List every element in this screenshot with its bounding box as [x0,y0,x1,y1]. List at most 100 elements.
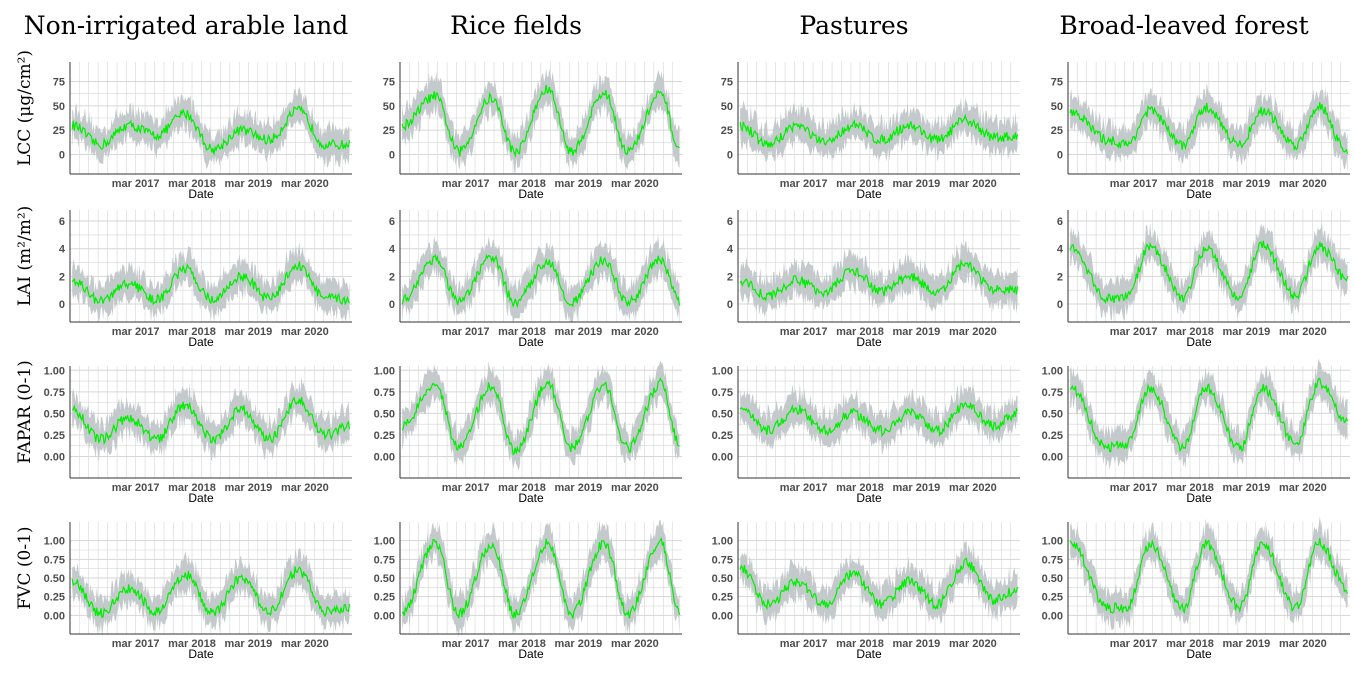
series-line [1069,377,1349,453]
x-axis-label: Date [1186,647,1212,661]
y-tick-label: 0 [727,150,733,162]
x-tick-label: mar 2019 [893,638,941,650]
y-tick-label: 0.25 [374,592,395,604]
uncertainty-band [740,97,1018,163]
y-tick-label: 0.25 [374,430,395,442]
x-tick-label: mar 2019 [893,326,941,338]
row-title: FAPAR (0-1) [15,360,35,464]
y-tick-label: 25 [1051,125,1063,137]
series-line [739,557,1019,611]
x-tick-label: mar 2020 [611,178,659,190]
x-axis-label: Date [856,647,882,661]
x-tick-label: mar 2018 [498,638,546,650]
uncertainty-band [1070,516,1348,631]
y-tick-label: 0.25 [712,592,733,604]
y-tick-label: 6 [59,216,65,228]
row-title: FVC (0-1) [15,526,35,609]
x-tick-label: mar 2020 [949,638,997,650]
x-axis-label: Date [518,491,544,505]
series-line [1069,102,1349,155]
x-axis-label: Date [1186,335,1212,349]
x-tick-label: mar 2019 [1223,178,1271,190]
x-tick-label: mar 2017 [112,178,160,190]
y-tick-label: 0.25 [1042,430,1063,442]
x-tick-label: mar 2019 [1223,482,1271,494]
x-tick-label: mar 2018 [168,326,216,338]
y-tick-label: 50 [721,101,733,113]
x-tick-label: mar 2018 [1166,638,1214,650]
series-line [71,105,351,155]
x-tick-label: mar 2017 [442,482,490,494]
x-tick-label: mar 2020 [1279,178,1327,190]
y-tick-label: 2 [727,271,733,283]
x-tick-label: mar 2017 [442,638,490,650]
x-tick-label: mar 2017 [1110,638,1158,650]
x-axis-label: Date [1186,491,1212,505]
x-tick-label: mar 2017 [1110,326,1158,338]
y-tick-label: 0 [727,299,733,311]
uncertainty-band [740,382,1018,456]
x-axis-label: Date [188,647,214,661]
series-line [71,566,351,619]
x-tick-label: mar 2018 [168,482,216,494]
chart-panel: 75 50 25 0 mar 2017 mar 2018 mar 2019 mar 2020 D… [1051,62,1350,201]
y-tick-label: 0.75 [374,554,395,566]
y-tick-label: 50 [383,101,395,113]
y-tick-label: 1.00 [1042,365,1063,377]
x-axis-label: Date [856,491,882,505]
x-tick-label: mar 2018 [498,482,546,494]
chart-panel: 75 50 25 0 mar 2017 mar 2018 mar 2019 mar 2020 D… [53,62,352,201]
chart-panel: 75 50 25 0 mar 2017 mar 2018 mar 2019 mar 2020 D… [721,62,1020,201]
x-axis-label: Date [856,187,882,201]
x-axis-label: Date [188,491,214,505]
y-tick-label: 4 [727,244,734,256]
y-tick-label: 25 [721,125,733,137]
chart-panel: 6 4 2 0 mar 2017 mar 2018 mar 2019 mar 2020 Date [389,210,682,349]
series-line [401,537,681,620]
column-title: Pastures [799,11,908,40]
chart-panel: 1.00 0.75 0.50 0.25 0.00 mar 2017 mar 2018 mar … [374,519,682,661]
uncertainty-band [72,376,350,462]
y-tick-label: 0.50 [712,408,733,420]
y-tick-label: 75 [721,76,733,88]
x-tick-label: mar 2019 [1223,326,1271,338]
y-tick-label: 50 [1051,101,1063,113]
x-tick-label: mar 2017 [780,638,828,650]
x-tick-label: mar 2019 [225,482,273,494]
y-tick-label: 6 [727,216,733,228]
chart-panel: 1.00 0.75 0.50 0.25 0.00 mar 2017 mar 2018 mar … [712,365,1020,505]
series-line [401,84,680,159]
chart-panel: 6 4 2 0 mar 2017 mar 2018 mar 2019 mar 2020 Date [1057,210,1350,349]
y-tick-label: 4 [389,244,396,256]
y-tick-label: 0.25 [44,430,65,442]
x-tick-label: mar 2017 [442,178,490,190]
y-tick-label: 0 [1057,150,1063,162]
x-tick-label: mar 2017 [1110,482,1158,494]
x-axis-label: Date [188,335,214,349]
uncertainty-band [1070,81,1348,173]
series-line [1069,537,1349,614]
x-tick-label: mar 2020 [611,638,659,650]
x-tick-label: mar 2018 [836,482,884,494]
x-tick-label: mar 2017 [442,326,490,338]
x-tick-label: mar 2019 [225,326,273,338]
y-tick-label: 75 [383,76,395,88]
x-tick-label: mar 2018 [1166,326,1214,338]
y-tick-label: 0.25 [44,592,65,604]
x-tick-label: mar 2017 [112,638,160,650]
y-tick-label: 0.50 [44,573,65,585]
x-tick-label: mar 2019 [1223,638,1271,650]
y-tick-label: 0.00 [1042,451,1063,463]
chart-panel: 6 4 2 0 mar 2017 mar 2018 mar 2019 mar 2020 Date [727,210,1020,349]
y-tick-label: 0.00 [1042,610,1063,622]
y-tick-label: 0.75 [1042,387,1063,399]
x-tick-label: mar 2019 [555,326,603,338]
x-axis-label: Date [518,187,544,201]
chart-panel: 6 4 2 0 mar 2017 mar 2018 mar 2019 mar 2020 Date [59,210,352,349]
x-tick-label: mar 2020 [1279,326,1327,338]
y-tick-label: 0.50 [374,573,395,585]
chart-panel: 1.00 0.75 0.50 0.25 0.00 mar 2017 mar 2018 mar … [374,360,682,505]
y-tick-label: 1.00 [1042,536,1063,548]
uncertainty-band [402,68,680,175]
column-title: Rice fields [450,11,582,40]
